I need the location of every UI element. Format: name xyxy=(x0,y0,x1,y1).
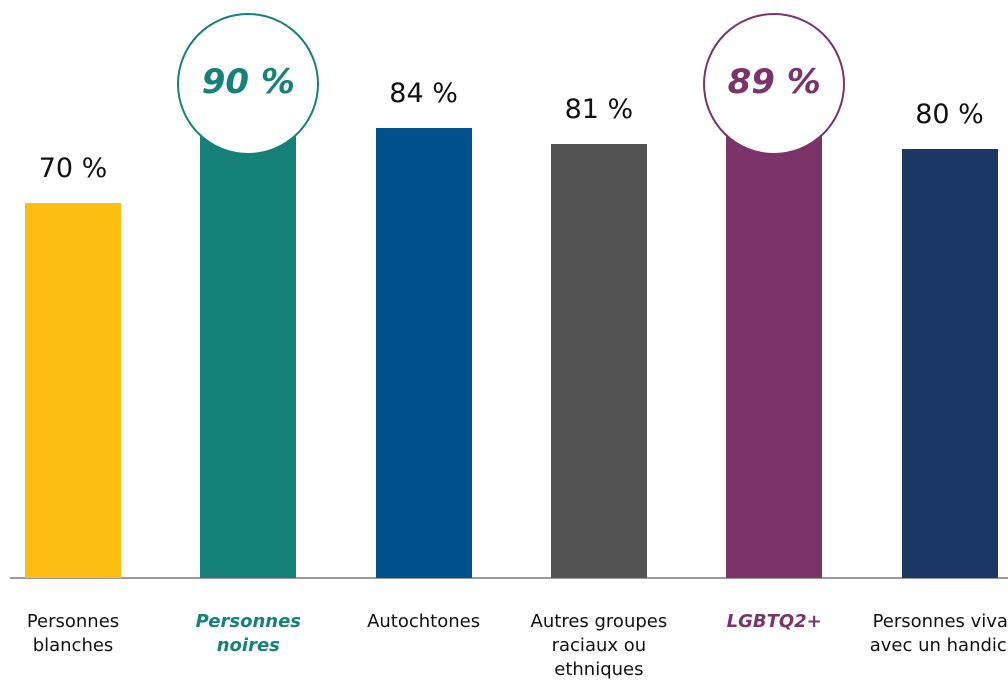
bar xyxy=(550,143,647,578)
highlight-circle xyxy=(177,13,320,155)
bar xyxy=(200,95,297,578)
bar xyxy=(25,202,121,578)
value-label: 84 % xyxy=(389,77,458,109)
value-label: 90 % xyxy=(201,62,295,102)
category-label: Personnes noires xyxy=(195,611,302,656)
baseline xyxy=(10,577,1008,579)
value-label: 89 % xyxy=(727,62,821,102)
category-label: Autochtones xyxy=(367,611,481,632)
bar xyxy=(375,127,472,578)
bar xyxy=(726,100,823,578)
value-label: 80 % xyxy=(915,99,984,131)
value-label: 70 % xyxy=(38,152,108,184)
highlight-circle xyxy=(703,13,846,155)
bar xyxy=(901,149,998,578)
category-label: LGBTQ2+ xyxy=(726,611,822,632)
value-label: 81 % xyxy=(564,93,634,125)
category-label: Personnes blanches xyxy=(26,611,120,656)
category-label: Personnes vivant avec un handicap xyxy=(869,611,1008,656)
category-label: Autres groupes raciaux ou ethniques xyxy=(530,611,668,680)
